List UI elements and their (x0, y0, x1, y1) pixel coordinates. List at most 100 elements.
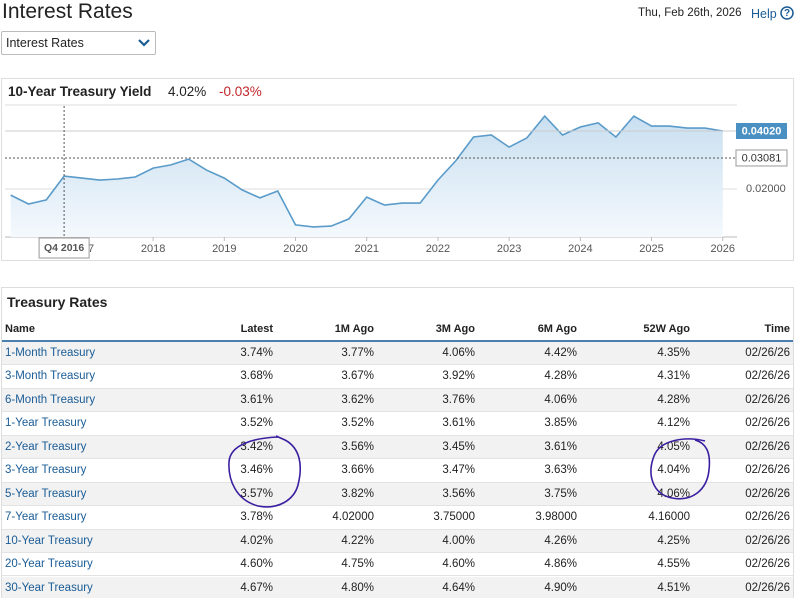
x-tick-label: 2021 (354, 243, 378, 255)
treasury-link[interactable]: 3-Month Treasury (5, 370, 96, 383)
dropdown[interactable]: Interest Rates (1, 31, 156, 55)
row-bg (2, 388, 793, 413)
rate-cell: 4.90% (544, 581, 577, 594)
rate-cell: 3.52% (240, 417, 273, 430)
rate-cell: 4.25% (657, 534, 690, 547)
column-header: Name (5, 323, 35, 335)
rate-cell: 3.62% (341, 393, 374, 406)
row-bg (2, 435, 793, 460)
rate-cell: 3.57% (240, 487, 273, 500)
treasury-link[interactable]: 2-Year Treasury (5, 440, 87, 453)
rate-cell: 4.31% (657, 370, 690, 383)
rate-cell: 4.60% (240, 558, 273, 571)
treasury-link[interactable]: 1-Month Treasury (5, 347, 96, 359)
crosshair-x-label: Q4 2016 (44, 242, 84, 254)
svg-text:?: ? (784, 8, 790, 19)
chart-panel (1, 78, 794, 261)
column-header: Time (764, 323, 790, 335)
rate-cell: 4.16000 (648, 511, 690, 524)
rate-cell: 02/26/26 (745, 511, 790, 524)
chart-title: 10-Year Treasury Yield (8, 84, 152, 99)
rate-cell: 02/26/26 (745, 534, 790, 547)
help-icon: ? (780, 6, 794, 20)
rate-cell: 3.74% (240, 347, 273, 359)
change-value: -0.03% (219, 84, 262, 99)
x-tick-label: 2019 (212, 243, 236, 255)
rate-cell: 4.64% (442, 581, 475, 594)
rate-cell: 3.78% (240, 511, 273, 524)
rate-cell: 02/26/26 (745, 464, 790, 477)
row-bg (2, 529, 793, 554)
row-bg (2, 576, 793, 598)
rate-cell: 4.51% (657, 581, 690, 594)
rate-cell: 4.28% (544, 370, 577, 383)
rate-cell: 3.68% (240, 370, 273, 383)
treasury-link[interactable]: 7-Year Treasury (5, 511, 87, 524)
last-value-box (736, 122, 787, 139)
treasury-link[interactable]: 1-Year Treasury (5, 417, 87, 430)
rate-cell: 3.42% (240, 440, 273, 453)
header-rule (2, 340, 793, 342)
treasury-link[interactable]: 30-Year Treasury (5, 581, 93, 594)
chevron (138, 39, 150, 47)
rate-cell: 4.75% (341, 558, 374, 571)
rate-cell: 4.05% (657, 440, 690, 453)
column-header: 6M Ago (537, 323, 577, 335)
rate-cell: 3.66% (341, 464, 374, 477)
rate-cell: 4.86% (544, 558, 577, 571)
area-fill (10, 116, 723, 237)
row-bg (2, 412, 793, 436)
rate-cell: 3.61% (442, 417, 475, 430)
treasury-link[interactable]: 5-Year Treasury (5, 487, 87, 500)
treasury-link[interactable]: 3-Year Treasury (5, 464, 87, 477)
rate-cell: 3.46% (240, 464, 273, 477)
row-bg (2, 342, 793, 366)
dropdown-label: Interest Rates (6, 36, 84, 50)
x-tick-label: 2018 (141, 243, 165, 255)
rate-cell: 3.75% (544, 487, 577, 500)
crosshair-y-label: 0.03081 (742, 152, 782, 164)
rate-cell: 4.42% (544, 347, 577, 359)
rate-cell: 4.04% (657, 464, 690, 477)
rate-cell: 3.82% (341, 487, 374, 500)
rate-cell: 3.52% (341, 417, 374, 430)
rate-cell: 4.06% (544, 393, 577, 406)
help-link[interactable]: Help ? (751, 6, 794, 21)
treasury-link[interactable]: 6-Month Treasury (5, 393, 96, 406)
line (10, 114, 723, 228)
rate-cell: 02/26/26 (745, 487, 790, 500)
column-header: 3M Ago (435, 323, 475, 335)
rate-cell: 3.61% (544, 440, 577, 453)
treasury-link[interactable]: 10-Year Treasury (5, 534, 93, 547)
crosshair-x-box (38, 237, 90, 259)
table-panel (1, 287, 794, 598)
rate-cell: 02/26/26 (745, 581, 790, 594)
rate-cell: 02/26/26 (745, 370, 790, 383)
crosshair-y-box (735, 149, 788, 167)
treasury-link[interactable]: 20-Year Treasury (5, 558, 93, 571)
rate-cell: 3.63% (544, 464, 577, 477)
page-title: Interest Rates (2, 0, 133, 23)
date: Thu, Feb 26th, 2026 (638, 7, 742, 19)
rate-cell: 3.98000 (535, 511, 577, 524)
x-tick-label: 2024 (568, 243, 592, 255)
rate-cell: 3.61% (240, 393, 273, 406)
rate-cell: 4.28% (657, 393, 690, 406)
x-tick-label: 2023 (497, 243, 521, 255)
rate-cell: 3.56% (341, 440, 374, 453)
x-tick-label: 2026 (711, 243, 735, 255)
rate-cell: 4.55% (657, 558, 690, 571)
rate-cell: 4.35% (657, 347, 690, 359)
column-header: Latest (240, 323, 273, 335)
rate-cell: 4.22% (341, 534, 374, 547)
help-text: Help (751, 7, 777, 21)
rate-cell: 4.00% (442, 534, 475, 547)
row-bg (2, 365, 793, 389)
rate-cell: 3.47% (442, 464, 475, 477)
rate-cell: 4.26% (544, 534, 577, 547)
rate-cell: 4.06% (657, 487, 690, 500)
row-bg (2, 482, 793, 507)
column-header: 1M Ago (334, 323, 374, 335)
rate-cell: 3.56% (442, 487, 475, 500)
